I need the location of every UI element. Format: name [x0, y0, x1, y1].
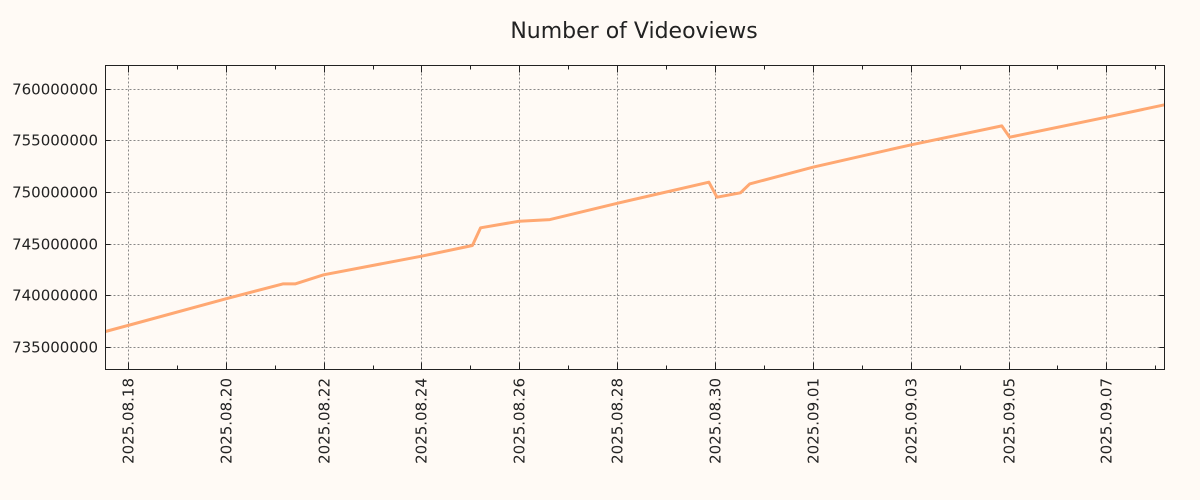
x-tick-label: 2025.09.03	[903, 378, 921, 464]
tick-labels: 735000000 740000000 745000000 750000000 7550…	[12, 81, 1115, 464]
y-tick-label: 755000000	[12, 132, 98, 150]
x-tick-label: 2025.08.26	[511, 378, 529, 464]
plot-frame	[105, 65, 1165, 370]
x-tick-label: 2025.09.05	[1001, 378, 1019, 464]
x-tick-label: 2025.08.20	[218, 378, 236, 464]
y-tick-label: 745000000	[12, 236, 98, 254]
x-tick-label: 2025.08.18	[120, 378, 138, 464]
x-tick-label: 2025.09.07	[1098, 378, 1116, 464]
x-tick-label: 2025.08.24	[413, 378, 431, 464]
series-line-videoviews	[105, 103, 1165, 333]
x-tick-label: 2025.09.01	[805, 378, 823, 464]
y-tick-label: 760000000	[12, 81, 98, 99]
x-tick-label: 2025.08.30	[707, 378, 725, 464]
x-tick-label: 2025.08.28	[609, 378, 627, 464]
grid	[105, 65, 1165, 370]
y-tick-label: 740000000	[12, 287, 98, 305]
y-tick-label: 750000000	[12, 184, 98, 202]
ticks	[105, 65, 1165, 370]
x-tick-label: 2025.08.22	[316, 378, 334, 464]
chart-title: Number of Videoviews	[510, 19, 757, 44]
y-tick-label: 735000000	[12, 339, 98, 357]
